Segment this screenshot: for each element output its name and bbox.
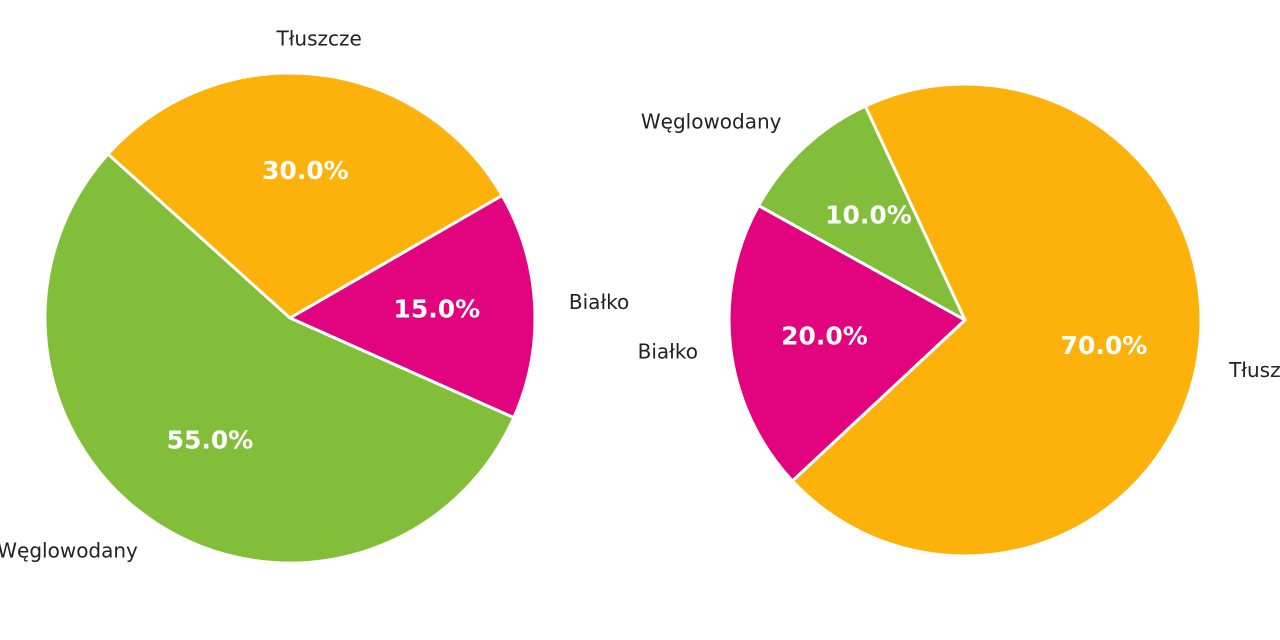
value-label: 10.0%	[825, 200, 912, 229]
slice-label: Białko	[569, 290, 629, 314]
pie-chart: 30.0% Tłuszcze 15.0% Białko 55.0% Węglowodany	[0, 27, 629, 565]
slice-label: Tłuszcze	[276, 27, 362, 51]
value-label: 20.0%	[781, 321, 868, 350]
value-label: 15.0%	[393, 294, 480, 323]
pie-chart: 70.0% Tłuszcze 20.0% Białko 10.0% Węglowodany	[638, 82, 1280, 558]
pie-slice	[727, 204, 967, 483]
value-label: 70.0%	[1061, 331, 1148, 360]
slice-label: Białko	[638, 339, 698, 363]
slice-label: Węglowodany	[0, 539, 138, 563]
pie-slice	[757, 104, 967, 322]
value-label: 55.0%	[167, 425, 254, 454]
value-label: 30.0%	[262, 156, 349, 185]
pie-slice	[43, 152, 516, 565]
pie-slice	[106, 71, 504, 320]
slice-label: Węglowodany	[641, 110, 782, 134]
pie-slice	[288, 194, 537, 420]
pie-slice	[790, 82, 1203, 558]
slice-label: Tłuszcze	[1228, 358, 1280, 382]
